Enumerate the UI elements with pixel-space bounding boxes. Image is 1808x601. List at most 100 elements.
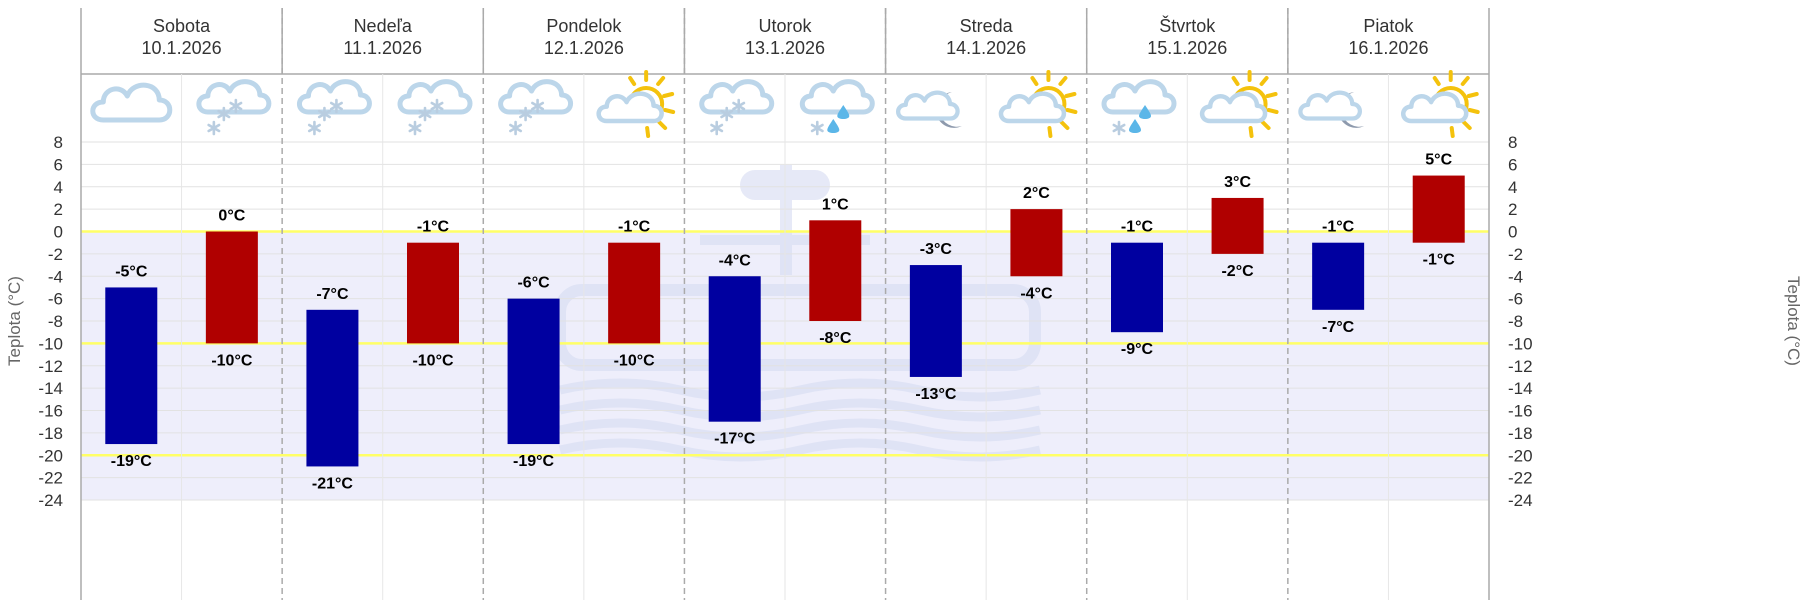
day-bottom-label: -1°C xyxy=(1423,252,1456,269)
y-tick-left: -4 xyxy=(48,267,63,286)
day-date: 16.1.2026 xyxy=(1348,38,1428,58)
day-temperature-bar xyxy=(1010,209,1063,277)
day-top-label: 1°C xyxy=(822,196,849,213)
y-tick-right: 4 xyxy=(1508,178,1517,197)
day-top-label: 2°C xyxy=(1023,185,1050,202)
day-top-label: 0°C xyxy=(218,208,245,225)
moon-cloud-icon xyxy=(898,92,962,128)
y-tick-right: -2 xyxy=(1508,245,1523,264)
day-top-label: 3°C xyxy=(1224,174,1251,191)
night-temperature-bar xyxy=(909,265,962,377)
sun-cloud-icon xyxy=(1001,72,1076,136)
y-tick-left: 6 xyxy=(54,155,63,174)
day-date: 10.1.2026 xyxy=(142,38,222,58)
day-temperature-bar xyxy=(1211,197,1264,254)
y-tick-right: 0 xyxy=(1508,223,1517,242)
day-top-label: -1°C xyxy=(618,219,651,236)
day-bottom-label: -4°C xyxy=(1020,285,1053,302)
y-axis-title-right: Teplota (°C) xyxy=(1784,276,1803,366)
cloud-snow-icon xyxy=(199,82,269,134)
y-tick-left: 4 xyxy=(54,178,63,197)
y-tick-right: -4 xyxy=(1508,267,1523,286)
night-bottom-label: -21°C xyxy=(312,475,354,492)
day-date: 11.1.2026 xyxy=(343,38,422,58)
day-name: Streda xyxy=(960,16,1014,36)
night-bottom-label: -19°C xyxy=(513,453,555,470)
night-top-label: -1°C xyxy=(1121,219,1154,236)
y-axes: 8 8 6 6 4 4 2 2 0 0 -2 -2 -4 -4 -6 -6 -8 -8 -10 -10 -12 -12 -1… xyxy=(5,133,1803,510)
cloud-sleet-icon xyxy=(1104,82,1174,134)
y-tick-right: 2 xyxy=(1508,200,1517,219)
y-tick-left: -14 xyxy=(38,379,63,398)
night-bottom-label: -13°C xyxy=(915,386,957,403)
y-tick-left: -2 xyxy=(48,245,63,264)
day-bottom-label: -2°C xyxy=(1221,263,1254,280)
day-top-label: -1°C xyxy=(417,219,450,236)
cloud-snow-icon xyxy=(501,82,571,134)
y-tick-right: -14 xyxy=(1508,379,1533,398)
night-bottom-label: -7°C xyxy=(1322,319,1355,336)
day-name: Štvrtok xyxy=(1159,15,1216,36)
y-tick-left: -6 xyxy=(48,290,63,309)
night-temperature-bar xyxy=(708,276,761,422)
y-tick-left: -8 xyxy=(48,312,63,331)
night-bottom-label: -17°C xyxy=(714,431,756,448)
night-temperature-bar xyxy=(306,309,359,467)
y-tick-right: 6 xyxy=(1508,155,1517,174)
day-date: 15.1.2026 xyxy=(1147,38,1227,58)
day-date: 14.1.2026 xyxy=(946,38,1026,58)
sun-cloud-icon xyxy=(1202,72,1277,136)
cloud-icon xyxy=(93,85,170,120)
night-top-label: -3°C xyxy=(920,241,953,258)
day-temperature-bar xyxy=(1412,175,1465,243)
y-tick-right: -20 xyxy=(1508,446,1533,465)
day-name: Piatok xyxy=(1363,16,1414,36)
night-bottom-label: -19°C xyxy=(111,453,153,470)
y-tick-right: -10 xyxy=(1508,334,1533,353)
night-top-label: -5°C xyxy=(115,263,148,280)
y-tick-left: -18 xyxy=(38,424,63,443)
night-top-label: -6°C xyxy=(517,275,550,292)
night-temperature-bar xyxy=(507,298,560,445)
day-bottom-label: -10°C xyxy=(412,352,454,369)
cloud-snow-icon xyxy=(299,82,369,134)
cloud-sleet-icon xyxy=(802,82,872,134)
y-tick-right: -16 xyxy=(1508,402,1533,421)
moon-cloud-icon xyxy=(1300,92,1364,128)
day-bottom-label: -8°C xyxy=(819,330,852,347)
y-tick-right: -22 xyxy=(1508,469,1533,488)
night-bottom-label: -9°C xyxy=(1121,341,1154,358)
y-tick-left: -10 xyxy=(38,334,63,353)
day-temperature-bar xyxy=(205,231,258,344)
night-temperature-bar xyxy=(1111,242,1163,333)
day-temperature-bar xyxy=(608,242,661,344)
day-name: Pondelok xyxy=(546,16,622,36)
y-tick-right: -18 xyxy=(1508,424,1533,443)
cloud-snow-icon xyxy=(702,82,772,134)
y-tick-left: -22 xyxy=(38,469,63,488)
y-tick-left: -24 xyxy=(38,491,63,510)
y-tick-left: 8 xyxy=(54,133,63,152)
day-date: 13.1.2026 xyxy=(745,38,825,58)
cloud-snow-icon xyxy=(400,82,470,134)
day-temperature-bar xyxy=(407,242,459,344)
y-tick-right: -8 xyxy=(1508,312,1523,331)
day-name: Utorok xyxy=(758,16,812,36)
y-tick-right: -24 xyxy=(1508,491,1533,510)
bar-labels: -5°C -19°C 0°C -10°C -7°C -21°C -1°C -10°C -6°C -… xyxy=(111,152,1455,493)
temperature-bars xyxy=(105,175,1465,467)
day-top-label: 5°C xyxy=(1425,152,1452,169)
night-temperature-bar xyxy=(105,287,158,445)
night-temperature-bar xyxy=(1312,242,1365,310)
y-tick-left: -16 xyxy=(38,402,63,421)
day-temperature-bar xyxy=(809,220,862,321)
day-date: 12.1.2026 xyxy=(544,38,624,58)
day-columns xyxy=(80,8,1490,600)
y-tick-right: 8 xyxy=(1508,133,1517,152)
night-top-label: -4°C xyxy=(719,252,752,269)
night-top-label: -1°C xyxy=(1322,219,1355,236)
sun-cloud-icon xyxy=(1403,72,1478,136)
day-name: Nedeľa xyxy=(354,16,413,36)
